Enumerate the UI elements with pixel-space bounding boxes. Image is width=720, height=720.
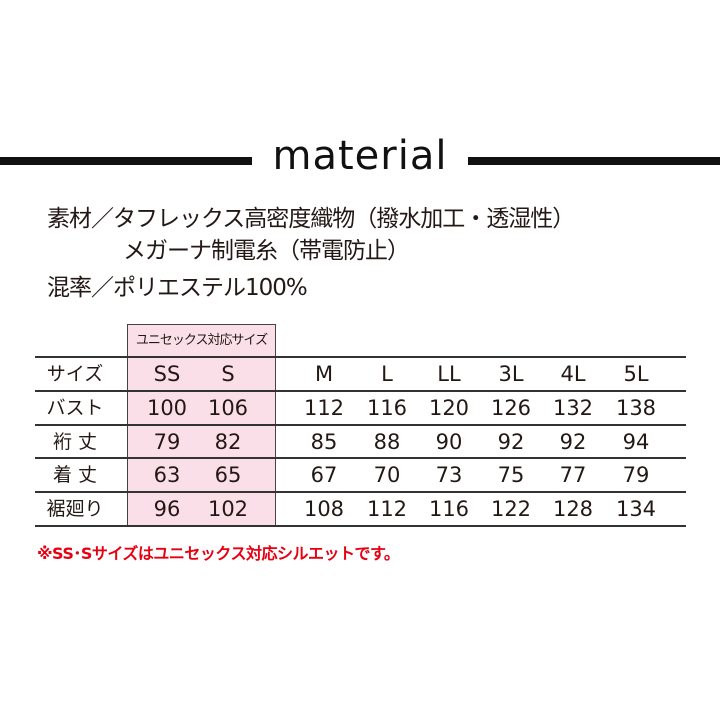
size-header: 4L — [560, 362, 586, 386]
table-rule — [35, 390, 686, 392]
size-header: S — [221, 362, 235, 386]
table-cell: 112 — [366, 497, 408, 521]
table-cell: 112 — [303, 396, 345, 420]
size-header-label: サイズ — [46, 363, 104, 385]
table-cell: 65 — [214, 463, 242, 487]
unisex-label: ユニセックス対応サイズ — [135, 333, 268, 348]
table-cell: 116 — [366, 396, 408, 420]
table-rule — [35, 525, 686, 527]
table-cell: 90 — [435, 430, 463, 454]
table-cell: 126 — [490, 396, 532, 420]
table-cell: 67 — [310, 463, 338, 487]
table-cell: 138 — [615, 396, 657, 420]
table-cell: 108 — [303, 497, 345, 521]
table-cell: 94 — [622, 430, 650, 454]
table-cell: 120 — [428, 396, 470, 420]
table-rule — [35, 491, 686, 493]
table-cell: 85 — [310, 430, 338, 454]
table-cell: 106 — [207, 396, 249, 420]
table-cell: 70 — [373, 463, 401, 487]
material-line-3: 混率／ポリエステル100% — [47, 275, 308, 301]
table-cell: 122 — [490, 497, 532, 521]
table-cell: 102 — [207, 497, 249, 521]
row-label: 裾廻り — [46, 498, 104, 520]
table-cell: 88 — [373, 430, 401, 454]
table-rule — [35, 424, 686, 426]
size-header: LL — [437, 362, 461, 386]
table-cell: 79 — [153, 430, 181, 454]
table-cell: 75 — [497, 463, 525, 487]
material-line-1: 素材／タフレックス高密度織物（撥水加工・透湿性） — [47, 206, 575, 232]
table-cell: 92 — [559, 430, 587, 454]
size-note: ※SS･Sサイズはユニセックス対応シルエットです。 — [37, 544, 400, 563]
size-header: M — [314, 362, 334, 386]
row-label: バスト — [46, 397, 104, 419]
table-cell: 77 — [559, 463, 587, 487]
table-rule — [35, 356, 686, 358]
size-header: 5L — [623, 362, 649, 386]
table-cell: 134 — [615, 497, 657, 521]
table-cell: 96 — [153, 497, 181, 521]
table-cell: 63 — [153, 463, 181, 487]
table-cell: 73 — [435, 463, 463, 487]
table-rule — [35, 457, 686, 459]
size-header: L — [381, 362, 393, 386]
section-heading: material — [272, 133, 448, 179]
heading-rule-left — [0, 157, 252, 165]
row-label: 裄 丈 — [52, 431, 98, 453]
table-cell: 128 — [552, 497, 594, 521]
row-label: 着 丈 — [52, 464, 98, 486]
material-line-2: メガーナ制電糸（帯電防止） — [123, 238, 410, 264]
table-cell: 132 — [552, 396, 594, 420]
size-header: 3L — [498, 362, 524, 386]
table-cell: 79 — [622, 463, 650, 487]
table-cell: 92 — [497, 430, 525, 454]
table-cell: 100 — [146, 396, 188, 420]
table-cell: 82 — [214, 430, 242, 454]
heading-rule-right — [468, 157, 720, 165]
size-header: SS — [153, 362, 181, 386]
table-cell: 116 — [428, 497, 470, 521]
